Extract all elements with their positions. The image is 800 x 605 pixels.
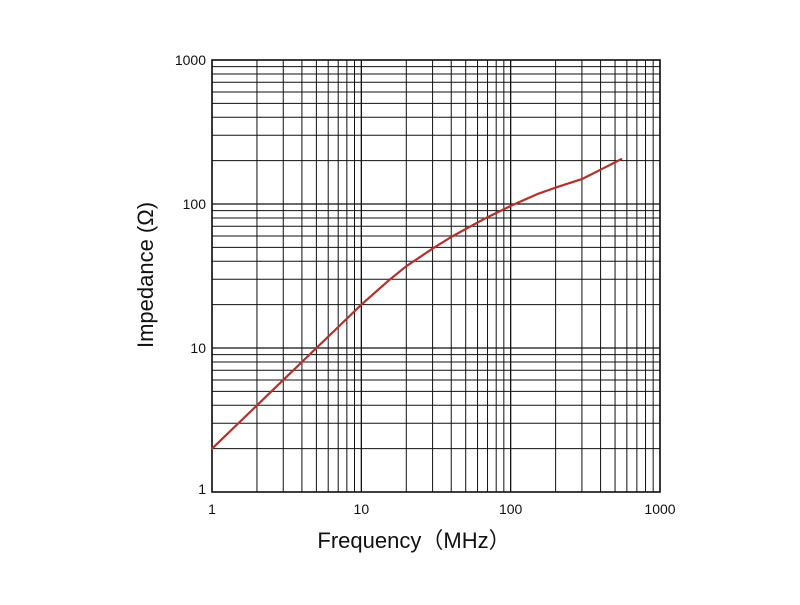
x-tick-label: 1 [208, 501, 216, 517]
y-tick-label: 100 [183, 196, 207, 212]
x-tick-label: 10 [354, 501, 370, 517]
series-layer [210, 158, 623, 450]
plot-frame [211, 59, 661, 493]
x-axis-title: Frequency（MHz） [317, 528, 510, 553]
y-tick-label: 1000 [175, 52, 206, 68]
grid [211, 59, 661, 493]
x-axis-ticks: 1 10 100 1000 [208, 501, 676, 517]
y-tick-label: 1 [198, 481, 206, 497]
x-tick-label: 100 [499, 501, 523, 517]
impedance-curve [210, 158, 623, 450]
x-tick-label: 1000 [644, 501, 675, 517]
y-tick-label: 10 [190, 340, 206, 356]
y-axis-ticks: 1 10 100 1000 [175, 52, 206, 497]
y-axis-title: Impedance (Ω) [133, 202, 158, 348]
